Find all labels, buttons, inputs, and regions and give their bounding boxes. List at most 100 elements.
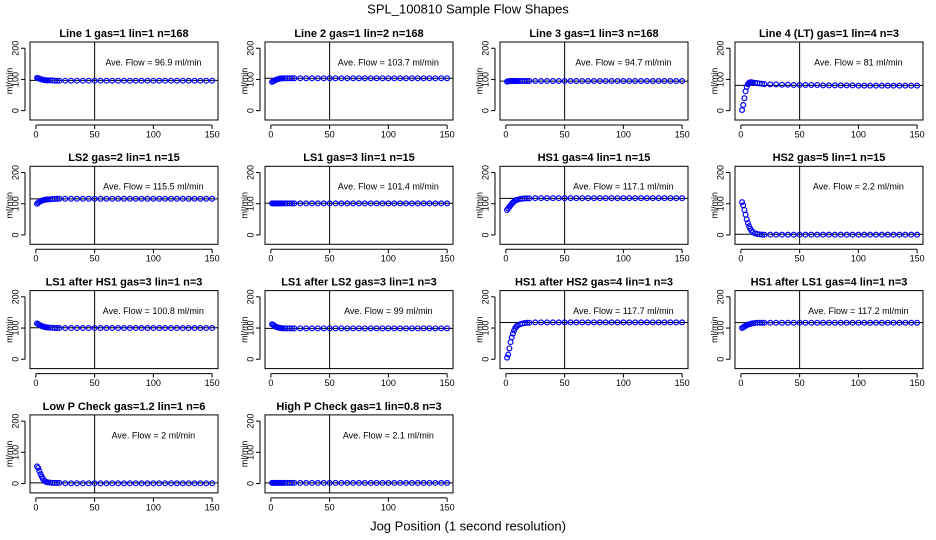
point [555, 319, 562, 326]
point [744, 220, 751, 227]
x-tick-label: 150 [910, 129, 925, 139]
point [649, 319, 656, 326]
point [79, 480, 86, 487]
point [890, 82, 897, 89]
point [85, 77, 92, 84]
point [872, 231, 879, 238]
point [209, 77, 216, 84]
point [350, 325, 357, 332]
point [185, 77, 192, 84]
point [908, 82, 915, 89]
point [878, 82, 885, 89]
point [397, 479, 404, 486]
panel-title: LS1 gas=3 lin=1 n=15 [303, 152, 415, 164]
point [156, 195, 163, 202]
y-tick-label: 0 [245, 232, 255, 237]
y-tick-label: 0 [10, 357, 20, 362]
point [861, 319, 868, 326]
y-axis-label: ml/min [709, 316, 719, 343]
y-tick-label: 0 [245, 481, 255, 486]
y-axis-label: ml/min [709, 192, 719, 219]
point [91, 325, 98, 332]
point [679, 195, 686, 202]
point [739, 199, 746, 206]
x-tick-label: 50 [90, 129, 100, 139]
point [855, 231, 862, 238]
y-tick-label: 100 [715, 321, 725, 336]
point [391, 200, 398, 207]
point [573, 195, 580, 202]
y-axis-label: ml/min [239, 68, 249, 95]
panel-title: Line 3 gas=1 lin=3 n=168 [529, 28, 658, 40]
x-tick-label: 150 [675, 378, 690, 388]
y-tick-label: 100 [480, 72, 490, 87]
point [297, 200, 304, 207]
point [796, 319, 803, 326]
point [191, 77, 198, 84]
point [115, 77, 122, 84]
x-tick-label: 0 [738, 378, 743, 388]
point [209, 325, 216, 332]
point [403, 479, 410, 486]
plot-box [499, 290, 689, 370]
point [150, 325, 157, 332]
point [667, 319, 674, 326]
point [673, 195, 680, 202]
point [426, 325, 433, 332]
point [790, 319, 797, 326]
point [289, 325, 296, 332]
plot-box [264, 414, 454, 494]
point [391, 325, 398, 332]
y-tick-label: 200 [245, 41, 255, 56]
point [361, 200, 368, 207]
annotation: Ave. Flow = 99 ml/min [344, 306, 433, 316]
point [314, 325, 321, 332]
point [739, 107, 746, 114]
point [173, 77, 180, 84]
point [778, 231, 785, 238]
point [379, 479, 386, 486]
y-tick-label: 200 [10, 289, 20, 304]
point [432, 325, 439, 332]
y-tick-label: 200 [10, 165, 20, 180]
point [643, 319, 650, 326]
point [179, 325, 186, 332]
point [309, 75, 316, 82]
point [814, 319, 821, 326]
point [773, 231, 780, 238]
point [344, 200, 351, 207]
point [626, 195, 633, 202]
point [132, 77, 139, 84]
point [590, 319, 597, 326]
annotation: Ave. Flow = 94.7 ml/min [575, 57, 671, 67]
point [403, 325, 410, 332]
point [397, 75, 404, 82]
point [673, 319, 680, 326]
point [297, 479, 304, 486]
y-tick-label: 0 [480, 108, 490, 113]
point [555, 77, 562, 84]
point [385, 479, 392, 486]
point [191, 480, 198, 487]
point [197, 480, 204, 487]
point [808, 231, 815, 238]
point [303, 325, 310, 332]
point [767, 319, 774, 326]
point [861, 82, 868, 89]
point [162, 77, 169, 84]
point [579, 319, 586, 326]
point [596, 77, 603, 84]
annotation: Ave. Flow = 117.1 ml/min [573, 182, 673, 192]
point [549, 77, 556, 84]
point [403, 200, 410, 207]
y-tick-label: 0 [10, 481, 20, 486]
x-tick-label: 150 [440, 502, 455, 512]
point [338, 325, 345, 332]
point [808, 82, 815, 89]
panel-title: High P Check gas=1 lin=0.8 n=3 [276, 401, 441, 413]
plot-box [29, 41, 219, 121]
x-tick-label: 0 [268, 254, 273, 264]
point [332, 75, 339, 82]
x-tick-label: 100 [616, 254, 631, 264]
point [543, 77, 550, 84]
